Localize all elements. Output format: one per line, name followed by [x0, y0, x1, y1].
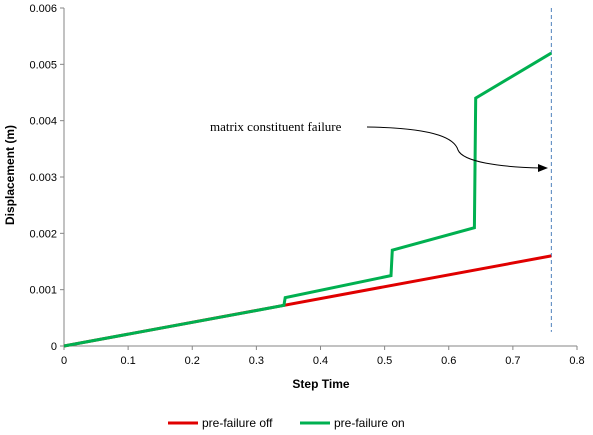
annotation-arrowhead — [538, 164, 548, 172]
x-tick-label: 0.3 — [249, 355, 264, 367]
x-tick-label: 0.4 — [313, 355, 328, 367]
annotation-arrow — [366, 126, 541, 169]
y-tick-label: 0 — [51, 341, 57, 353]
x-tick-label: 0.8 — [569, 355, 584, 367]
plot-marks — [63, 8, 553, 348]
x-tick-label: 0 — [61, 355, 67, 367]
y-tick-label: 0.001 — [29, 285, 57, 297]
x-tick-label: 0.2 — [185, 355, 200, 367]
legend: pre-failure off pre-failure on — [168, 416, 405, 430]
legend-label-pre-failure-on: pre-failure on — [334, 416, 405, 430]
y-tick-label: 0.002 — [29, 228, 57, 240]
x-tick-label: 0.6 — [441, 355, 456, 367]
y-axis-title: Displacement (m) — [3, 125, 17, 225]
y-tick-label: 0.005 — [29, 59, 57, 71]
annotation-label: matrix constituent failure — [210, 119, 342, 134]
y-tick-label: 0.003 — [29, 172, 57, 184]
axes: 0 0.001 0.002 0.003 0.004 0.005 0.006 0 0.1 0.2 0.… — [29, 3, 584, 367]
x-axis-title: Step Time — [292, 377, 349, 391]
legend-label-pre-failure-off: pre-failure off — [202, 416, 273, 430]
y-tick-label: 0.006 — [29, 3, 57, 15]
series-line-pre-failure-on — [63, 51, 553, 348]
x-tick-label: 0.5 — [377, 355, 392, 367]
x-tick-label: 0.7 — [505, 355, 520, 367]
x-tick-label: 0.1 — [120, 355, 135, 367]
y-tick-label: 0.004 — [29, 116, 57, 128]
